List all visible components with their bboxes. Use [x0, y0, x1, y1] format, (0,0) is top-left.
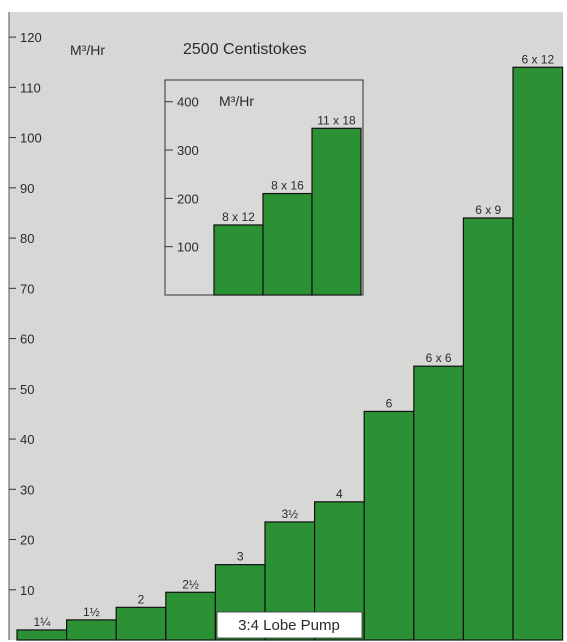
main-bar-label: 6: [386, 396, 393, 410]
main-bar: [413, 365, 464, 641]
main-bar: [65, 619, 117, 641]
main-y-tick-label: 90: [20, 181, 34, 196]
main-bar-label: 1¼: [33, 615, 51, 629]
main-bar: [462, 217, 514, 641]
main-y-tick-label: 110: [20, 80, 41, 95]
main-bar-label: 2: [138, 592, 145, 606]
footer-box: [216, 611, 363, 639]
main-bar-label: 1½: [83, 605, 100, 619]
inset-bar: [311, 127, 362, 296]
chart-title: 2500 Centistokes: [183, 41, 307, 58]
main-bar-label: 3: [237, 550, 244, 564]
main-bar-label: 2½: [182, 577, 199, 591]
inset-bar-label: 11 x 18: [317, 113, 356, 127]
main-bar-label: 6 x 9: [475, 203, 501, 217]
main-y-tick-label: 70: [20, 281, 34, 296]
inset-y-tick-label: 100: [177, 240, 199, 255]
inset-bar-label: 8 x 16: [271, 179, 304, 193]
footer-label: 3:4 Lobe Pump: [238, 617, 340, 634]
main-y-tick-label: 120: [20, 30, 42, 45]
main-bar: [363, 410, 415, 641]
main-y-tick-label: 20: [20, 533, 34, 548]
main-y-tick-label: 100: [20, 131, 42, 146]
main-y-unit-label: M³/Hr: [70, 42, 105, 58]
inset-bar-label: 8 x 12: [222, 210, 255, 224]
main-bar-label: 6 x 6: [426, 351, 452, 365]
main-bar: [165, 591, 217, 641]
main-bar: [512, 66, 564, 641]
main-y-tick-label: 60: [20, 332, 34, 347]
main-y-axis: 10 20 30 40 50 60 70 80 90 100 110 120: [8, 12, 42, 640]
footer-label-box: 3:4 Lobe Pump: [216, 611, 363, 639]
inset-y-unit-label: M³/Hr: [219, 93, 254, 109]
main-bar-label: 3½: [281, 507, 298, 521]
main-y-tick-label: 50: [20, 382, 34, 397]
main-bar: [115, 606, 167, 641]
main-bar-label: 4: [336, 487, 343, 501]
main-bar: [16, 629, 68, 641]
inset-y-tick-label: 200: [177, 191, 199, 206]
main-y-tick-label: 10: [20, 583, 34, 598]
inset-y-tick-label: 400: [177, 95, 199, 110]
inset-bars: 8 x 12 8 x 16 11 x 18: [213, 113, 362, 296]
main-y-tick-label: 40: [20, 432, 34, 447]
inset-bar: [262, 192, 313, 296]
inset-y-axis: 100 200 300 400: [165, 95, 199, 255]
main-bar-label: 6 x 12: [521, 52, 554, 66]
main-y-tick-label: 30: [20, 482, 34, 497]
inset-chart: 100 200 300 400 M³/Hr 8 x 12 8 x 16 11 x 18: [164, 79, 364, 296]
main-y-tick-label: 80: [20, 231, 34, 246]
inset-bar: [213, 224, 264, 296]
inset-y-tick-label: 300: [177, 143, 199, 158]
